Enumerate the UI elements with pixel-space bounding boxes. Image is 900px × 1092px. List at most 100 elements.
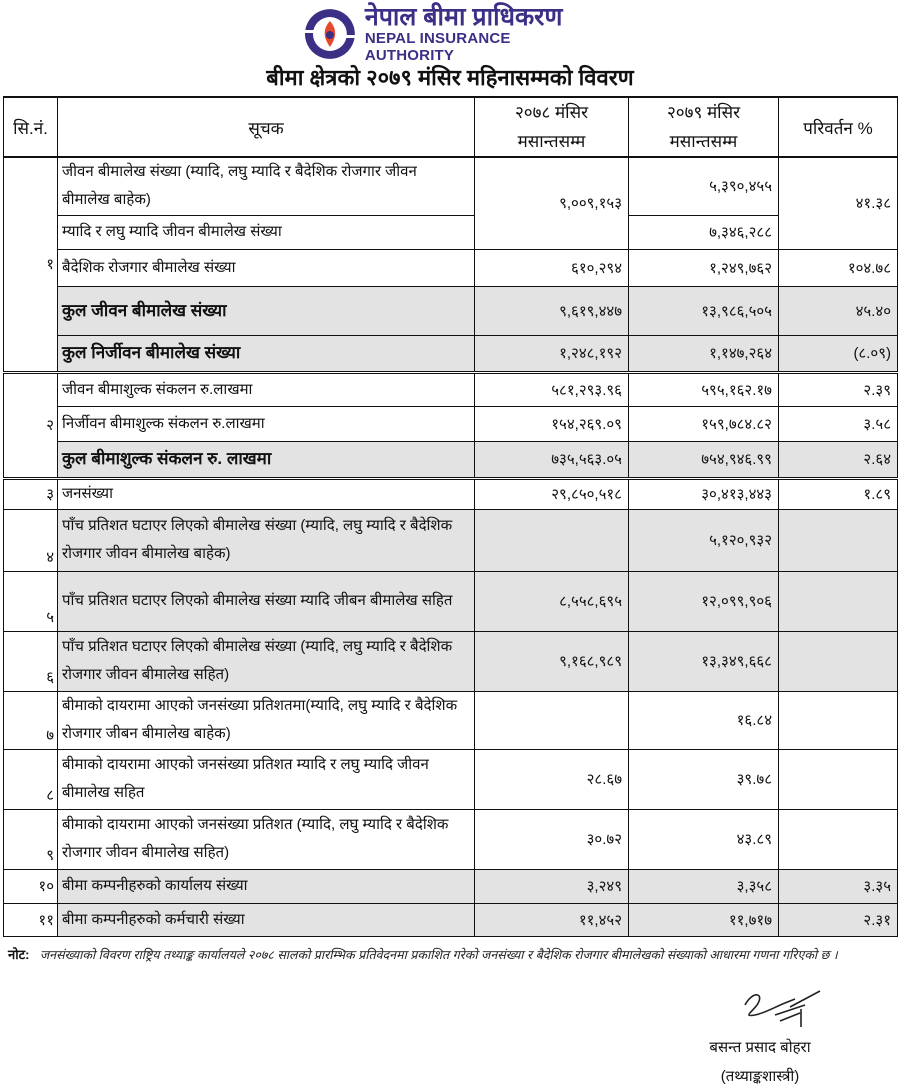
- serial-number: ८: [3, 748, 58, 810]
- serial-number: ९: [3, 808, 58, 870]
- value-2079: १३,३४९,६६८: [628, 630, 779, 692]
- indicator-cell: जीवन बीमालेख संख्या (म्यादि, लघु म्यादि …: [57, 156, 475, 216]
- table-row: ८ बीमाको दायरामा आएको जनसंख्या प्रतिशत म…: [3, 748, 898, 810]
- table-row: ११ बीमा कम्पनीहरुको कर्मचारी संख्या ११,४…: [3, 902, 898, 937]
- indicator-cell: कुल बीमाशुल्क संकलन रु. लाखमा: [57, 440, 475, 479]
- serial-number: १०: [3, 868, 58, 904]
- serial-number: ६: [3, 630, 58, 692]
- col-header-sn: सि.नं.: [3, 96, 58, 158]
- change-percent: २.३१: [778, 902, 898, 937]
- value-2078: ३,२४९: [474, 868, 629, 904]
- value-2079: १५९,७८४.८२: [628, 405, 779, 442]
- value-2079: ३,३५८: [628, 868, 779, 904]
- indicator-cell: जनसंख्या: [57, 476, 475, 510]
- serial-number: १: [3, 156, 58, 373]
- value-2079: १,१४७,२६४: [628, 334, 779, 373]
- indicator-cell: कुल जीवन बीमालेख संख्या: [57, 285, 475, 336]
- table-row: ५ पाँच प्रतिशत घटाएर लिएको बीमालेख संख्य…: [3, 570, 898, 632]
- serial-number: ११: [3, 902, 58, 937]
- value-2079: ७,३४६,२८८: [628, 214, 779, 250]
- table-row: १ जीवन बीमालेख संख्या (म्यादि, लघु म्याद…: [3, 156, 898, 373]
- col-header-2078: २०७८ मंसिर मसान्तसम्म: [474, 96, 629, 158]
- change-percent: २.६४: [778, 440, 898, 479]
- change-percent: ३.५८: [778, 405, 898, 442]
- value-2078: ९,१६८,९८९: [474, 630, 629, 692]
- indicator-cell: बीमा कम्पनीहरुको कार्यालय संख्या: [57, 868, 475, 904]
- indicator-cell: निर्जीवन बीमाशुल्क संकलन रु.लाखमा: [57, 405, 475, 442]
- value-2078: २९,८५०,५१८: [474, 476, 629, 510]
- value-2078: ९,००९,१५३: [474, 156, 629, 250]
- signatory-designation: (तथ्याङ्कशास्त्री): [720, 1068, 800, 1085]
- indicator-cell: कुल निर्जीवन बीमालेख संख्या: [57, 334, 475, 373]
- col-header-change: परिवर्तन %: [778, 96, 898, 158]
- table-row-total: कुल जीवन बीमालेख संख्या ९,६१९,४४७ १३,९८६…: [4, 285, 898, 336]
- insurance-statistics-table: सि.नं. सूचक २०७८ मंसिर मसान्तसम्म २०७९ मं…: [3, 96, 898, 937]
- value-2078: ८,५५८,६९५: [474, 570, 629, 632]
- change-percent: [778, 570, 898, 632]
- indicator-cell: बीमाको दायरामा आएको जनसंख्या प्रतिशत (म्…: [57, 808, 475, 870]
- value-2079: ११,७१७: [628, 902, 779, 937]
- value-2078: [474, 690, 629, 750]
- table-row: ६ पाँच प्रतिशत घटाएर लिएको बीमालेख संख्य…: [3, 630, 898, 692]
- value-2079: ३०,४१३,४४३: [628, 476, 779, 510]
- value-2078: ३०.७२: [474, 808, 629, 870]
- value-2078: ९,६१९,४४७: [474, 285, 629, 336]
- change-percent: (८.०९): [778, 334, 898, 373]
- change-percent: ४१.३८: [778, 156, 898, 250]
- indicator-cell: जीवन बीमाशुल्क संकलन रु.लाखमा: [57, 370, 475, 407]
- signature-icon: [744, 990, 821, 1027]
- table-row: म्यादि र लघु म्यादि जीवन बीमालेख संख्या …: [4, 214, 898, 250]
- col-header-indicator: सूचक: [57, 96, 475, 158]
- value-2079: ३९.७८: [628, 748, 779, 810]
- footnote: नोट: जनसंख्याको विवरण राष्ट्रिय तथ्याङ्क…: [8, 941, 888, 969]
- change-percent: २.३९: [778, 370, 898, 407]
- value-2079: १६.८४: [628, 690, 779, 750]
- indicator-cell: पाँच प्रतिशत घटाएर लिएको बीमालेख संख्या …: [57, 630, 475, 692]
- serial-number: ४: [3, 508, 58, 572]
- change-percent: [778, 508, 898, 572]
- table-row: १० बीमा कम्पनीहरुको कार्यालय संख्या ३,२४…: [3, 868, 898, 904]
- note-label: नोट:: [8, 947, 30, 962]
- value-2079: ५,३९०,४५५: [628, 156, 779, 216]
- table-header-row: सि.नं. सूचक २०७८ मंसिर मसान्तसम्म २०७९ मं…: [3, 96, 898, 158]
- value-2079: ७५४,९४६.९९: [628, 440, 779, 479]
- logo-text-nepali: नेपाल बीमा प्राधिकरण: [364, 3, 563, 31]
- table-row: ४ पाँच प्रतिशत घटाएर लिएको बीमालेख संख्य…: [3, 508, 898, 572]
- indicator-cell: बीमा कम्पनीहरुको कर्मचारी संख्या: [57, 902, 475, 937]
- value-2078: ६१०,२९४: [474, 248, 629, 287]
- value-2078: ७३५,५६३.०५: [474, 440, 629, 479]
- change-percent: ३.३५: [778, 868, 898, 904]
- indicator-cell: पाँच प्रतिशत घटाएर लिएको बीमालेख संख्या …: [57, 570, 475, 632]
- value-2078: १५४,२६९.०९: [474, 405, 629, 442]
- value-2078: १,२४८,१९२: [474, 334, 629, 373]
- table-row-total: कुल निर्जीवन बीमालेख संख्या १,२४८,१९२ १,…: [4, 334, 898, 373]
- serial-number: ७: [3, 690, 58, 750]
- indicator-cell: बीमाको दायरामा आएको जनसंख्या प्रतिशत म्य…: [57, 748, 475, 810]
- serial-number: २: [3, 370, 58, 479]
- value-2079: ५,१२०,९३२: [628, 508, 779, 572]
- nia-logo: नेपाल बीमा प्राधिकरण NEPAL INSURANCE AUT…: [303, 3, 603, 64]
- table-row-total: कुल बीमाशुल्क संकलन रु. लाखमा ७३५,५६३.०५…: [4, 440, 898, 479]
- note-text: जनसंख्याको विवरण राष्ट्रिय तथ्याङ्क कार्…: [39, 948, 838, 962]
- indicator-cell: पाँच प्रतिशत घटाएर लिएको बीमालेख संख्या …: [57, 508, 475, 572]
- indicator-cell: म्यादि र लघु म्यादि जीवन बीमालेख संख्या: [57, 214, 475, 250]
- value-2079: १२,०९९,९०६: [628, 570, 779, 632]
- table-row: २ जीवन बीमाशुल्क संकलन रु.लाखमा ५८१,२९३.…: [3, 370, 898, 479]
- change-percent: [778, 748, 898, 810]
- nia-emblem-icon: [304, 9, 355, 59]
- signatory-name: बसन्त प्रसाद बोहरा: [709, 1039, 811, 1056]
- change-percent: [778, 630, 898, 692]
- value-2079: १३,९८६,५०५: [628, 285, 779, 336]
- table-row: ३ जनसंख्या २९,८५०,५१८ ३०,४१३,४४३ १.८९: [3, 476, 898, 510]
- change-percent: [778, 690, 898, 750]
- table-row: ७ बीमाको दायरामा आएको जनसंख्या प्रतिशतमा…: [3, 690, 898, 750]
- page-title: बीमा क्षेत्रको २०७९ मंसिर महिनासम्मको वि…: [266, 65, 634, 90]
- change-percent: १०४.७८: [778, 248, 898, 287]
- indicator-cell: बैदेशिक रोजगार बीमालेख संख्या: [57, 248, 475, 287]
- value-2079: ४३.८९: [628, 808, 779, 870]
- indicator-cell: बीमाको दायरामा आएको जनसंख्या प्रतिशतमा(म…: [57, 690, 475, 750]
- change-percent: ४५.४०: [778, 285, 898, 336]
- value-2079: ५९५,१६२.१७: [628, 370, 779, 407]
- value-2079: १,२४९,७६२: [628, 248, 779, 287]
- table-row: निर्जीवन बीमाशुल्क संकलन रु.लाखमा १५४,२६…: [4, 405, 898, 442]
